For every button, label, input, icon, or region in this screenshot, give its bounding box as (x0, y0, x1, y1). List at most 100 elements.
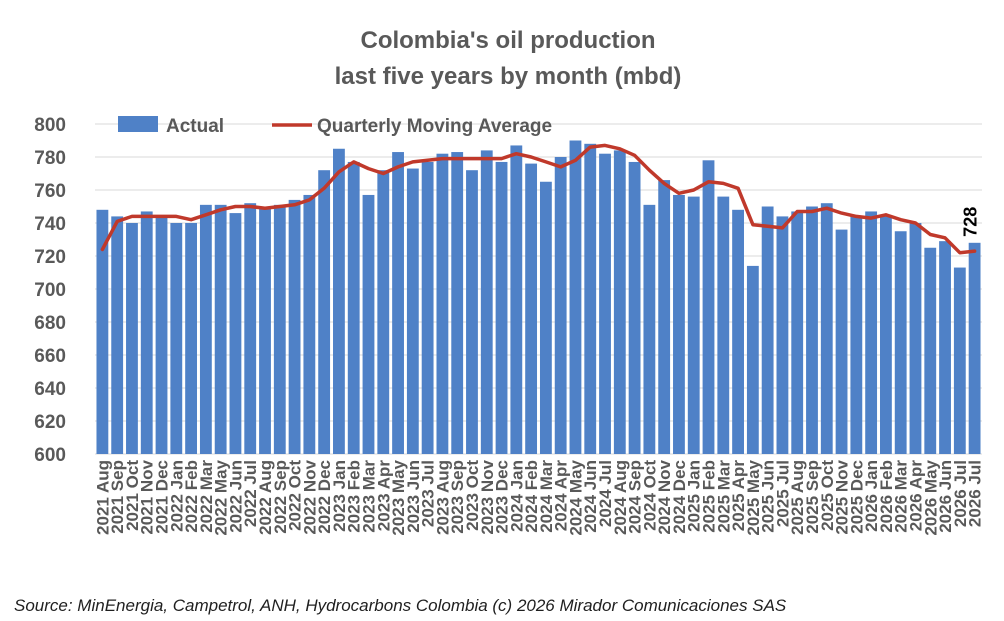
x-tick-label: 2023 Mar (359, 460, 378, 533)
x-tick-label: 2023 Jan (330, 460, 349, 532)
x-tick-label: 2024 May (566, 459, 585, 535)
gridlines (95, 123, 982, 455)
x-tick-label: 2024 Dec (670, 460, 689, 534)
bar-2023-dec (510, 145, 523, 454)
x-tick-label: 2026 Apr (906, 460, 925, 532)
x-tick-label: 2022 Nov (300, 459, 319, 534)
bar-2022-feb (185, 223, 198, 454)
bar-2024-dec (687, 196, 700, 454)
y-tick-label: 660 (34, 346, 66, 367)
x-tick-label: 2022 Jun (226, 460, 245, 533)
bar-2025-mar (732, 209, 744, 454)
bar-2023-aug (451, 152, 464, 455)
bar-2024-oct (658, 180, 671, 454)
bar-2025-apr (746, 265, 759, 454)
moving-average-series (100, 143, 977, 255)
x-tick-label: 2025 Jun (759, 460, 778, 533)
x-tick-label: 2026 Jul (966, 460, 985, 527)
bar-2022-dec (333, 148, 345, 454)
bar-2024-apr (569, 140, 582, 454)
bar-2023-feb (362, 194, 375, 454)
x-tick-label: 2022 Dec (315, 460, 334, 534)
x-tick-label: 2022 Mar (197, 460, 216, 533)
legend: Actual Quarterly Moving Average (118, 116, 552, 137)
x-tick-label: 2022 Oct (286, 460, 305, 531)
bar-2022-aug (273, 204, 286, 454)
x-tick-label: 2025 May (744, 459, 763, 535)
bar-2024-sep (643, 204, 656, 454)
bar-2024-nov (673, 194, 685, 454)
bar-2024-may (584, 143, 597, 455)
y-tick-label: 800 (34, 115, 66, 136)
chart-title: Colombia's oil production last five years… (335, 27, 682, 90)
chart-title-line-1: Colombia's oil production (360, 27, 655, 54)
y-tick-label: 720 (34, 247, 66, 268)
bar-2021-aug (96, 209, 109, 454)
bar-2023-mar (377, 170, 390, 454)
x-tick-label: 2026 Jun (936, 460, 955, 533)
x-tick-label: 2025 Feb (700, 460, 719, 533)
x-tick-label: 2023 May (389, 459, 408, 535)
x-tick-label: 2025 Dec (847, 460, 866, 534)
y-tick-label: 700 (34, 280, 66, 301)
bar-2025-nov (850, 216, 863, 454)
last-value-label: 728 (961, 207, 981, 237)
x-tick-label: 2026 May (921, 459, 940, 535)
x-tick-label: 2023 Apr (374, 460, 393, 532)
bar-series (96, 140, 981, 455)
x-tick-label: 2023 Sep (448, 460, 467, 534)
y-tick-label: 780 (34, 148, 66, 169)
x-tick-label: 2021 Sep (108, 460, 127, 534)
bar-2022-may (229, 213, 242, 454)
bar-2023-jul (436, 153, 449, 454)
bar-2026-jul (968, 242, 981, 454)
x-tick-label: 2022 Jan (167, 460, 186, 532)
bar-2023-jan (347, 161, 360, 454)
bar-2023-jun (421, 161, 434, 454)
x-tick-label: 2023 Oct (463, 460, 482, 531)
bar-2024-mar (554, 157, 567, 454)
x-tick-label: 2025 Mar (714, 460, 733, 533)
bar-2024-jul (613, 150, 626, 454)
x-tick-label: 2021 Oct (123, 460, 142, 531)
x-tick-label: 2024 Jul (596, 460, 615, 527)
x-tick-label: 2024 Jun (581, 460, 600, 533)
bar-2023-apr (392, 152, 404, 455)
bar-2021-sep (111, 216, 124, 454)
bar-2022-jun (244, 203, 257, 454)
x-tick-label: 2023 Dec (493, 460, 512, 534)
bar-2023-nov (495, 161, 508, 454)
x-tick-label: 2024 Apr (552, 460, 571, 532)
x-tick-label: 2025 Nov (833, 459, 852, 534)
y-tick-label: 620 (34, 412, 66, 433)
x-tick-label: 2026 Feb (877, 460, 896, 533)
x-tick-label: 2024 Feb (522, 460, 541, 533)
y-tick-label: 600 (34, 445, 66, 466)
x-tick-label: 2024 Aug (611, 460, 630, 535)
x-tick-label: 2022 Jul (241, 460, 260, 527)
bar-2022-jul (259, 208, 271, 454)
bar-2026-jun (953, 267, 966, 454)
x-tick-label: 2026 Jul (951, 460, 970, 527)
y-tick-label: 640 (34, 379, 66, 400)
x-tick-label: 2021 Dec (153, 460, 172, 534)
y-tick-label: 740 (34, 214, 66, 235)
moving-average-line (100, 143, 977, 255)
x-tick-label: 2023 Jul (419, 460, 438, 527)
x-tick-label: 2025 Sep (803, 460, 822, 534)
bar-2025-sep (820, 203, 833, 454)
x-tick-label: 2024 Mar (537, 460, 556, 533)
last-value-annotation: 728 (961, 207, 981, 237)
x-tick-label: 2023 Jun (404, 460, 423, 533)
x-tick-label: 2024 Sep (626, 460, 645, 534)
bar-2026-jan (879, 216, 892, 454)
bar-2022-mar (199, 204, 212, 454)
x-tick-label: 2022 Feb (182, 460, 201, 533)
y-tick-label: 760 (34, 181, 66, 202)
legend-bar-swatch (118, 116, 158, 132)
bar-2022-jan (170, 223, 183, 454)
y-tick-label: 680 (34, 313, 66, 334)
x-tick-label: 2023 Feb (345, 460, 364, 533)
